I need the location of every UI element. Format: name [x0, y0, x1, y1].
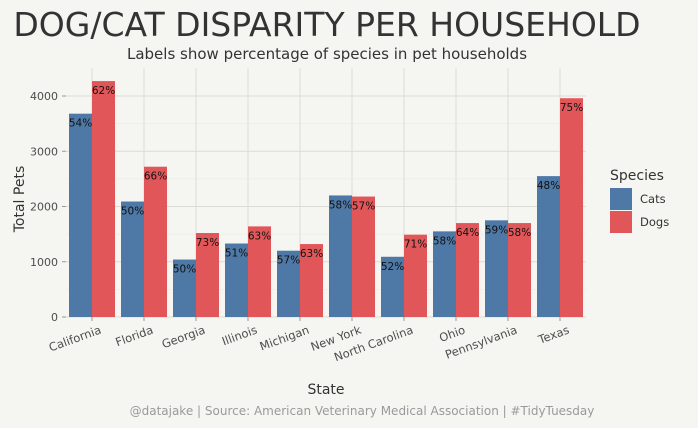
- bar-label-dogs: 58%: [508, 227, 531, 239]
- bar-dogs-california: [92, 81, 115, 318]
- bar-dogs-north-carolina: [404, 234, 427, 317]
- bar-dogs-ohio: [456, 223, 479, 317]
- bar-label-dogs: 71%: [404, 239, 427, 251]
- bar-cats-pennsylvania: [485, 220, 508, 317]
- bar-label-dogs: 66%: [144, 171, 167, 183]
- y-axis-title: Total Pets: [12, 166, 28, 234]
- bar-label-cats: 59%: [485, 224, 508, 236]
- legend: Species Cats Dogs: [610, 168, 669, 233]
- legend-swatch-dogs: [610, 211, 632, 233]
- bar-dogs-pennsylvania: [508, 223, 531, 317]
- bar-cats-texas: [537, 176, 560, 317]
- x-axis: California Florida Georgia IllinoisMichigan…: [47, 317, 571, 364]
- bar-label-cats: 50%: [173, 264, 196, 276]
- bar-cats-illinois: [225, 243, 248, 317]
- bar-cats-michigan: [277, 250, 300, 317]
- bar-label-dogs: 62%: [92, 85, 115, 97]
- bar-cats-california: [69, 113, 92, 318]
- y-tick-label: 4000: [30, 90, 58, 103]
- legend-swatch-cats: [610, 188, 632, 210]
- y-axis: 0 1000 2000 3000 4000: [30, 90, 66, 324]
- chart-title: DOG/CAT DISPARITY PER HOUSEHOLD: [13, 5, 640, 44]
- bar-label-dogs: 63%: [300, 248, 323, 260]
- bar-label-cats: 48%: [537, 180, 560, 192]
- legend-title: Species: [610, 168, 664, 184]
- x-tick-label: Florida: [113, 323, 155, 350]
- bar-label-dogs: 63%: [248, 230, 271, 242]
- y-tick-label: 2000: [30, 201, 58, 214]
- bar-label-dogs: 73%: [196, 237, 219, 249]
- bar-label-cats: 58%: [329, 199, 352, 211]
- x-tick-label: Illinois: [220, 323, 259, 349]
- x-tick-label: Michigan: [258, 323, 311, 354]
- legend-label-cats: Cats: [640, 192, 666, 206]
- x-axis-title: State: [307, 382, 344, 398]
- bar-dogs-michigan: [300, 244, 323, 317]
- bar-labels-layer: 54%62%50%66%50%73%51%63%57%63%58% 57%52%7…: [69, 85, 583, 275]
- bar-cats-ohio: [433, 231, 456, 317]
- bar-label-dogs: 57%: [352, 201, 375, 213]
- y-tick-label: 1000: [30, 256, 58, 269]
- legend-label-dogs: Dogs: [640, 215, 669, 229]
- bar-dogs-illinois: [248, 226, 271, 317]
- y-tick-label: 0: [51, 311, 58, 324]
- bar-cats-georgia: [173, 259, 196, 317]
- bar-cats-new-york: [329, 195, 352, 317]
- bar-dogs-new-york: [352, 196, 375, 317]
- chart-caption: @datajake | Source: American Veterinary …: [130, 404, 595, 418]
- bars-layer: [69, 81, 583, 318]
- bar-cats-florida: [121, 201, 144, 317]
- bar-label-cats: 54%: [69, 118, 92, 130]
- x-tick-label: Georgia: [160, 323, 207, 352]
- bar-label-cats: 58%: [433, 235, 456, 247]
- bar-label-cats: 50%: [121, 206, 144, 218]
- bar-label-cats: 52%: [381, 261, 404, 273]
- bar-label-dogs: 75%: [560, 102, 583, 114]
- y-tick-label: 3000: [30, 145, 58, 158]
- bar-dogs-georgia: [196, 233, 219, 317]
- bar-label-cats: 51%: [225, 248, 248, 260]
- x-tick-label: Texas: [535, 323, 571, 347]
- bar-label-cats: 57%: [277, 255, 300, 267]
- chart-subtitle: Labels show percentage of species in pet…: [127, 45, 527, 63]
- bar-cats-north-carolina: [381, 256, 404, 317]
- bar-dogs-florida: [144, 166, 167, 317]
- x-tick-label: California: [47, 323, 103, 355]
- bar-label-dogs: 64%: [456, 227, 479, 239]
- bar-dogs-texas: [560, 98, 583, 318]
